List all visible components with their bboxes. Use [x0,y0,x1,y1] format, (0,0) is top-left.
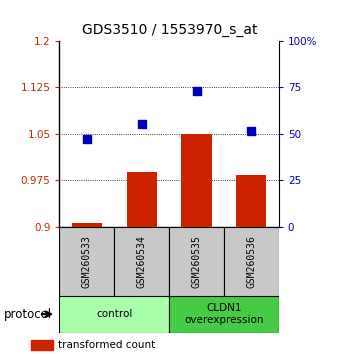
Text: CLDN1
overexpression: CLDN1 overexpression [184,303,264,325]
Point [249,128,254,134]
FancyBboxPatch shape [169,296,279,333]
Text: GSM260533: GSM260533 [82,235,92,287]
Point [139,121,144,126]
FancyBboxPatch shape [169,227,224,296]
Text: GDS3510 / 1553970_s_at: GDS3510 / 1553970_s_at [82,23,258,37]
FancyBboxPatch shape [59,227,114,296]
FancyBboxPatch shape [224,227,279,296]
FancyBboxPatch shape [114,227,169,296]
Bar [72,223,102,227]
Text: GSM260534: GSM260534 [137,235,147,287]
Text: GSM260536: GSM260536 [246,235,256,287]
Point [194,88,199,94]
Bar [182,133,211,227]
Bar [127,172,157,227]
FancyBboxPatch shape [59,296,169,333]
Text: protocol: protocol [3,308,52,321]
Text: GSM260535: GSM260535 [191,235,202,287]
Point [84,136,90,142]
Bar [31,341,53,350]
Text: transformed count: transformed count [58,340,155,350]
Text: control: control [96,309,133,319]
Bar [236,175,267,227]
